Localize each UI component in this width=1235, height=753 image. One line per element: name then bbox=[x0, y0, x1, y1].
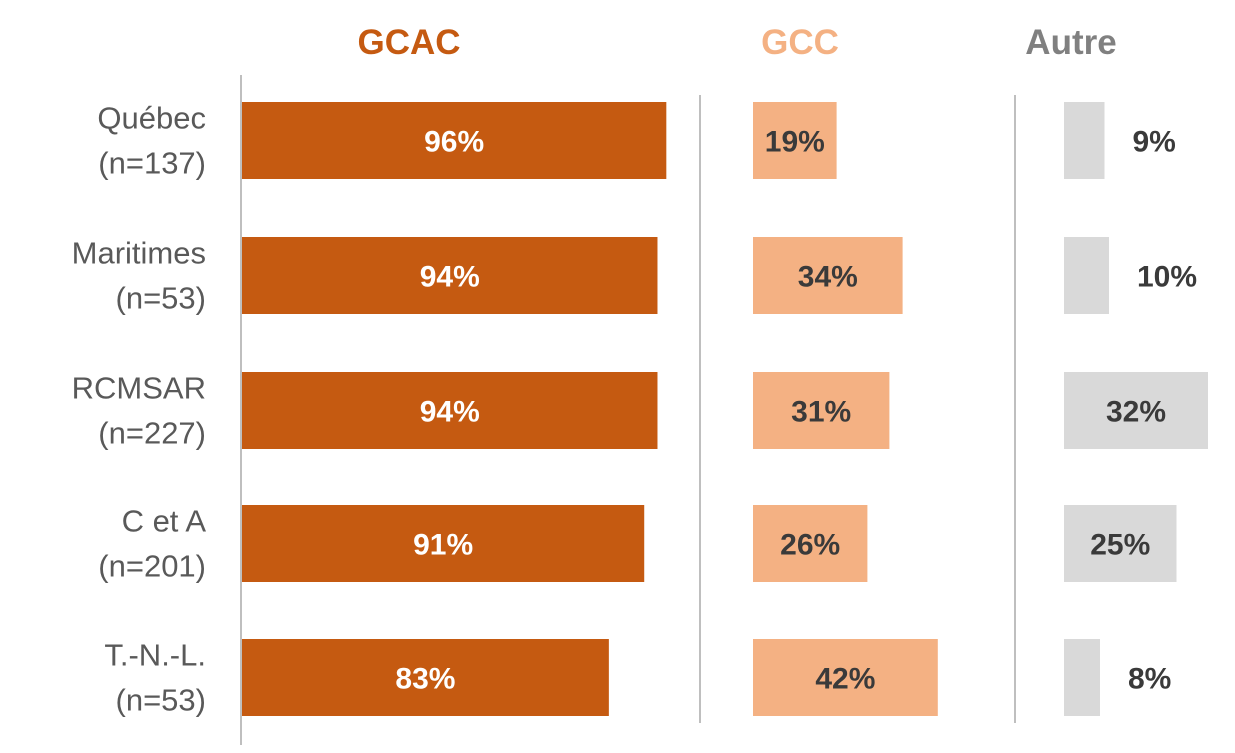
bar-autre bbox=[1064, 639, 1100, 716]
data-label-gcac: 83% bbox=[395, 663, 455, 696]
category-label: Québec bbox=[97, 101, 206, 136]
category-n-label: (n=137) bbox=[98, 146, 206, 181]
bar-autre bbox=[1064, 505, 1177, 582]
data-label-autre: 32% bbox=[1106, 396, 1166, 429]
category-label: Maritimes bbox=[72, 236, 206, 271]
category-n-label: (n=53) bbox=[116, 281, 206, 316]
data-label-gcac: 96% bbox=[424, 126, 484, 159]
category-n-label: (n=53) bbox=[116, 683, 206, 718]
data-label-gcc: 26% bbox=[780, 529, 840, 562]
data-label-gcc: 34% bbox=[798, 261, 858, 294]
data-label-autre: 9% bbox=[1133, 126, 1176, 159]
bar-gcac bbox=[242, 372, 658, 449]
series-header-autre: Autre bbox=[1025, 23, 1116, 62]
bar-gcc bbox=[753, 372, 890, 449]
bar-gcc bbox=[753, 237, 903, 314]
category-label: RCMSAR bbox=[72, 371, 206, 406]
data-label-autre: 10% bbox=[1137, 261, 1197, 294]
data-label-gcc: 31% bbox=[791, 396, 851, 429]
bar-autre bbox=[1064, 372, 1208, 449]
bar-gcc bbox=[753, 102, 837, 179]
category-label: C et A bbox=[122, 504, 207, 539]
bar-gcac bbox=[242, 639, 609, 716]
data-label-gcac: 94% bbox=[420, 396, 480, 429]
category-n-label: (n=201) bbox=[98, 549, 206, 584]
series-header-gcc: GCC bbox=[761, 23, 839, 62]
series-header-gcac: GCAC bbox=[357, 23, 460, 62]
category-n-label: (n=227) bbox=[98, 416, 206, 451]
data-label-autre: 8% bbox=[1128, 663, 1171, 696]
data-label-gcac: 91% bbox=[413, 529, 473, 562]
category-label: T.-N.-L. bbox=[104, 638, 206, 673]
data-label-gcc: 19% bbox=[765, 126, 825, 159]
data-label-gcc: 42% bbox=[815, 663, 875, 696]
bar-gcac bbox=[242, 237, 658, 314]
data-label-gcac: 94% bbox=[420, 261, 480, 294]
bar-gcac bbox=[242, 505, 645, 582]
bar-gcc bbox=[753, 639, 938, 716]
bar-gcc bbox=[753, 505, 868, 582]
bar-autre bbox=[1064, 237, 1109, 314]
bar-autre bbox=[1064, 102, 1105, 179]
bar-gcac bbox=[242, 102, 667, 179]
data-label-autre: 25% bbox=[1090, 529, 1150, 562]
